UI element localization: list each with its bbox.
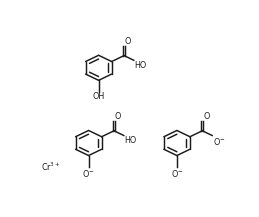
Text: O$^{-}$: O$^{-}$ [213,136,225,147]
Text: O$^{-}$: O$^{-}$ [82,168,95,179]
Text: O: O [203,112,210,121]
Text: O: O [125,36,131,46]
Text: O: O [115,112,121,121]
Text: HO: HO [134,61,147,70]
Text: OH: OH [92,92,105,102]
Text: HO: HO [124,136,137,145]
Text: O$^{-}$: O$^{-}$ [171,168,183,179]
Text: Cr$^{3+}$: Cr$^{3+}$ [41,161,61,173]
